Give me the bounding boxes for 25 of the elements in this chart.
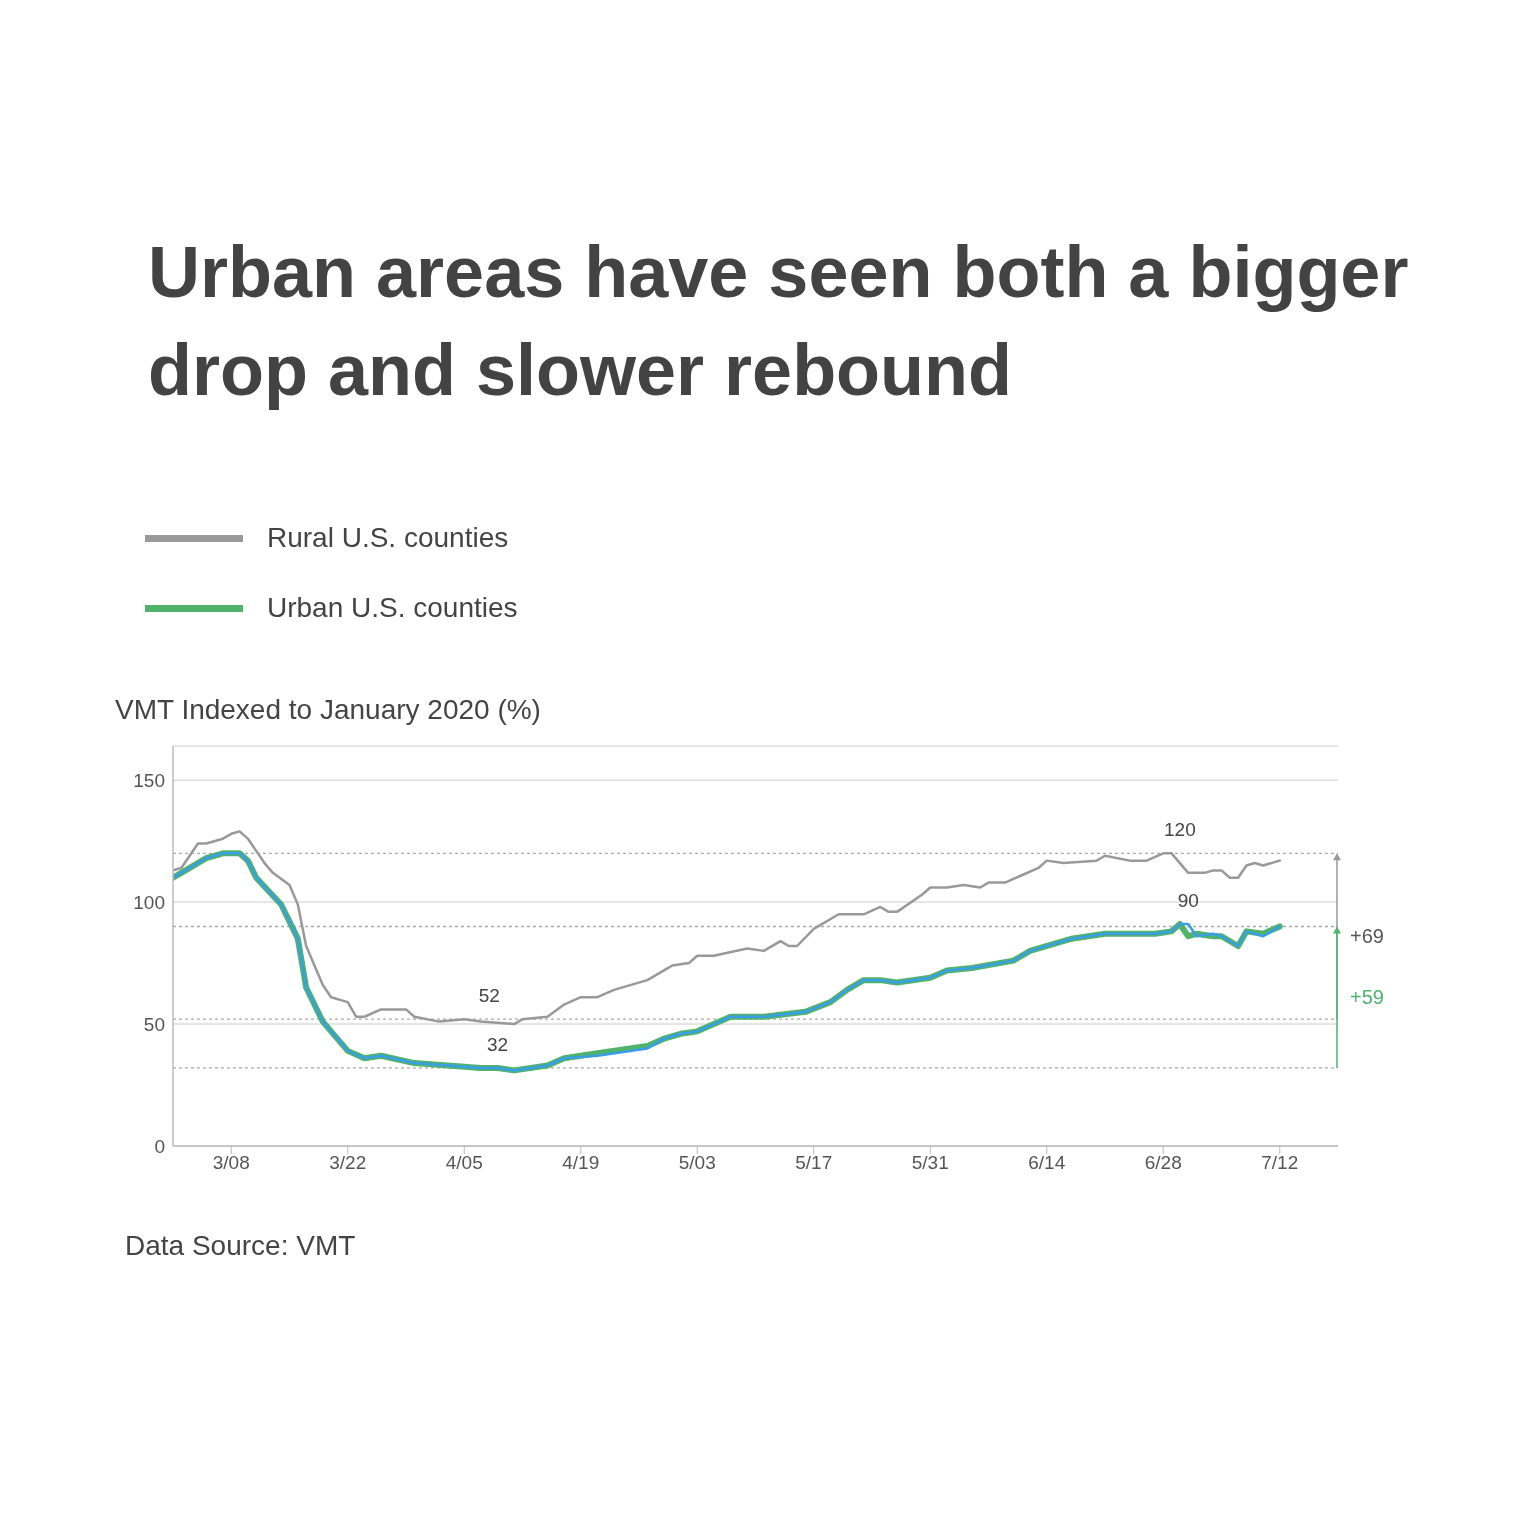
annotation: 120 xyxy=(1164,819,1196,841)
x-tick-label: 5/17 xyxy=(795,1152,833,1174)
y-tick-label: 100 xyxy=(133,891,165,913)
annotation: 32 xyxy=(486,1033,509,1055)
x-tick-label: 5/31 xyxy=(911,1152,949,1174)
x-tick-label: 4/19 xyxy=(562,1152,600,1174)
x-tick-label: 3/22 xyxy=(329,1152,367,1174)
annotation: 52 xyxy=(478,985,500,1007)
text: +69 xyxy=(1350,925,1384,948)
text: +59 xyxy=(1350,986,1384,1009)
annotation: 90 xyxy=(1177,890,1199,912)
source-note: Data Source: VMT xyxy=(125,1230,356,1262)
x-tick-label: 7/12 xyxy=(1261,1152,1299,1174)
x-tick-label: 3/08 xyxy=(212,1152,250,1174)
x-tick-label: 6/14 xyxy=(1028,1152,1066,1174)
y-tick-label: 0 xyxy=(154,1135,165,1157)
y-tick-label: 50 xyxy=(143,1013,165,1035)
chart-title: Urban areas have seen both a bigger drop and slower rebound xyxy=(148,231,1410,412)
legend-label: Rural U.S. counties xyxy=(267,522,509,554)
y-tick-label: 150 xyxy=(133,769,165,791)
legend-label: Urban U.S. counties xyxy=(267,592,518,624)
x-tick-label: 6/28 xyxy=(1144,1152,1182,1174)
y-axis-title: VMT Indexed to January 2020 (%) xyxy=(115,694,541,726)
x-tick-label: 4/05 xyxy=(445,1152,483,1174)
x-tick-label: 5/03 xyxy=(678,1152,716,1174)
